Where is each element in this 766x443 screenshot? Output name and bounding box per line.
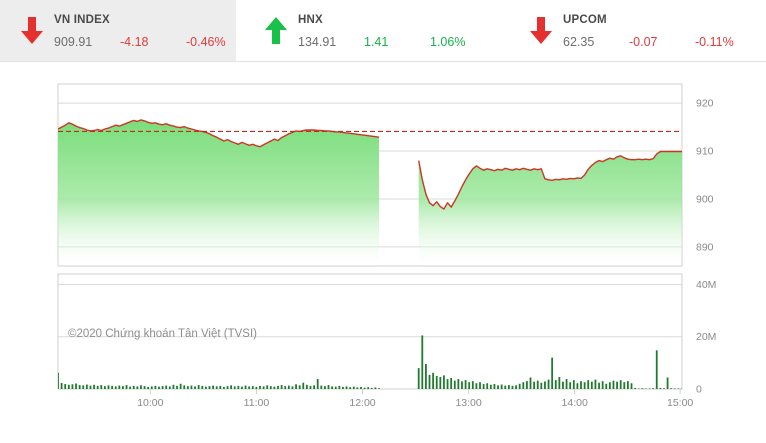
svg-text:890: 890	[696, 241, 714, 253]
svg-text:920: 920	[696, 98, 714, 110]
price-line	[58, 119, 682, 210]
index-percent: -0.11%	[695, 35, 734, 49]
index-tab-vnindex[interactable]: VN INDEX 909.91 -4.18 -0.46%	[0, 0, 236, 61]
volume-panel: 0 20M 40M	[57, 273, 716, 396]
index-tab-upcom[interactable]: UPCOM 62.35 -0.07 -0.11%	[501, 0, 766, 61]
chart-canvas: 890 900 910 920 0 20M 40M 10:00 11:00 12:00 13:0…	[57, 83, 716, 409]
time-axis: 10:00 11:00 12:00 13:00 14:00 15:00	[137, 389, 693, 409]
index-figures: 62.35 -0.07 -0.11%	[563, 35, 766, 50]
arrow-down-icon	[519, 16, 563, 46]
svg-text:11:00: 11:00	[244, 397, 270, 409]
svg-text:40M: 40M	[696, 279, 716, 291]
index-name: VN INDEX	[54, 14, 110, 26]
index-percent: -0.46%	[186, 35, 226, 49]
index-tab-body: VN INDEX 909.91 -4.18 -0.46%	[54, 0, 236, 62]
volume-axis-labels: 0 20M 40M	[696, 279, 716, 396]
price-area-fill	[58, 119, 682, 266]
index-change: -0.07	[629, 35, 658, 49]
svg-text:15:00: 15:00	[667, 397, 693, 409]
volume-gridlines	[58, 283, 682, 338]
svg-text:900: 900	[696, 193, 714, 205]
index-change: -4.18	[120, 35, 149, 49]
arrow-up-icon	[254, 16, 298, 46]
arrow-down-icon	[10, 16, 54, 46]
index-summary-header: VN INDEX 909.91 -4.18 -0.46% HNX 134.91 …	[0, 0, 766, 62]
index-name: UPCOM	[563, 14, 607, 26]
watermark-text: ©2020 Chứng khoán Tân Việt (TVSI)	[68, 328, 257, 340]
svg-text:0: 0	[696, 384, 702, 396]
index-tab-body: UPCOM 62.35 -0.07 -0.11%	[563, 0, 766, 62]
svg-text:910: 910	[696, 146, 714, 158]
index-figures: 134.91 1.41 1.06%	[298, 35, 501, 50]
index-name: HNX	[298, 14, 323, 26]
index-percent: 1.06%	[430, 35, 466, 49]
price-axis-labels: 890 900 910 920	[696, 98, 714, 254]
svg-text:10:00: 10:00	[137, 397, 163, 409]
price-panel: 890 900 910 920	[57, 83, 714, 267]
index-figures: 909.91 -4.18 -0.46%	[54, 35, 236, 50]
index-value: 134.91	[298, 35, 337, 49]
svg-text:12:00: 12:00	[349, 397, 375, 409]
index-tab-hnx[interactable]: HNX 134.91 1.41 1.06%	[236, 0, 501, 61]
svg-text:13:00: 13:00	[455, 397, 481, 409]
index-value: 909.91	[54, 35, 93, 49]
svg-text:14:00: 14:00	[562, 397, 588, 409]
index-value: 62.35	[563, 35, 595, 49]
volume-bars	[58, 335, 682, 389]
svg-text:20M: 20M	[696, 331, 716, 343]
index-change: 1.41	[364, 35, 389, 49]
index-tab-body: HNX 134.91 1.41 1.06%	[298, 0, 501, 62]
intraday-chart[interactable]: 890 900 910 920 0 20M 40M 10:00 11:00 12:00 13:0…	[0, 62, 766, 443]
volume-plot-border	[57, 273, 683, 390]
